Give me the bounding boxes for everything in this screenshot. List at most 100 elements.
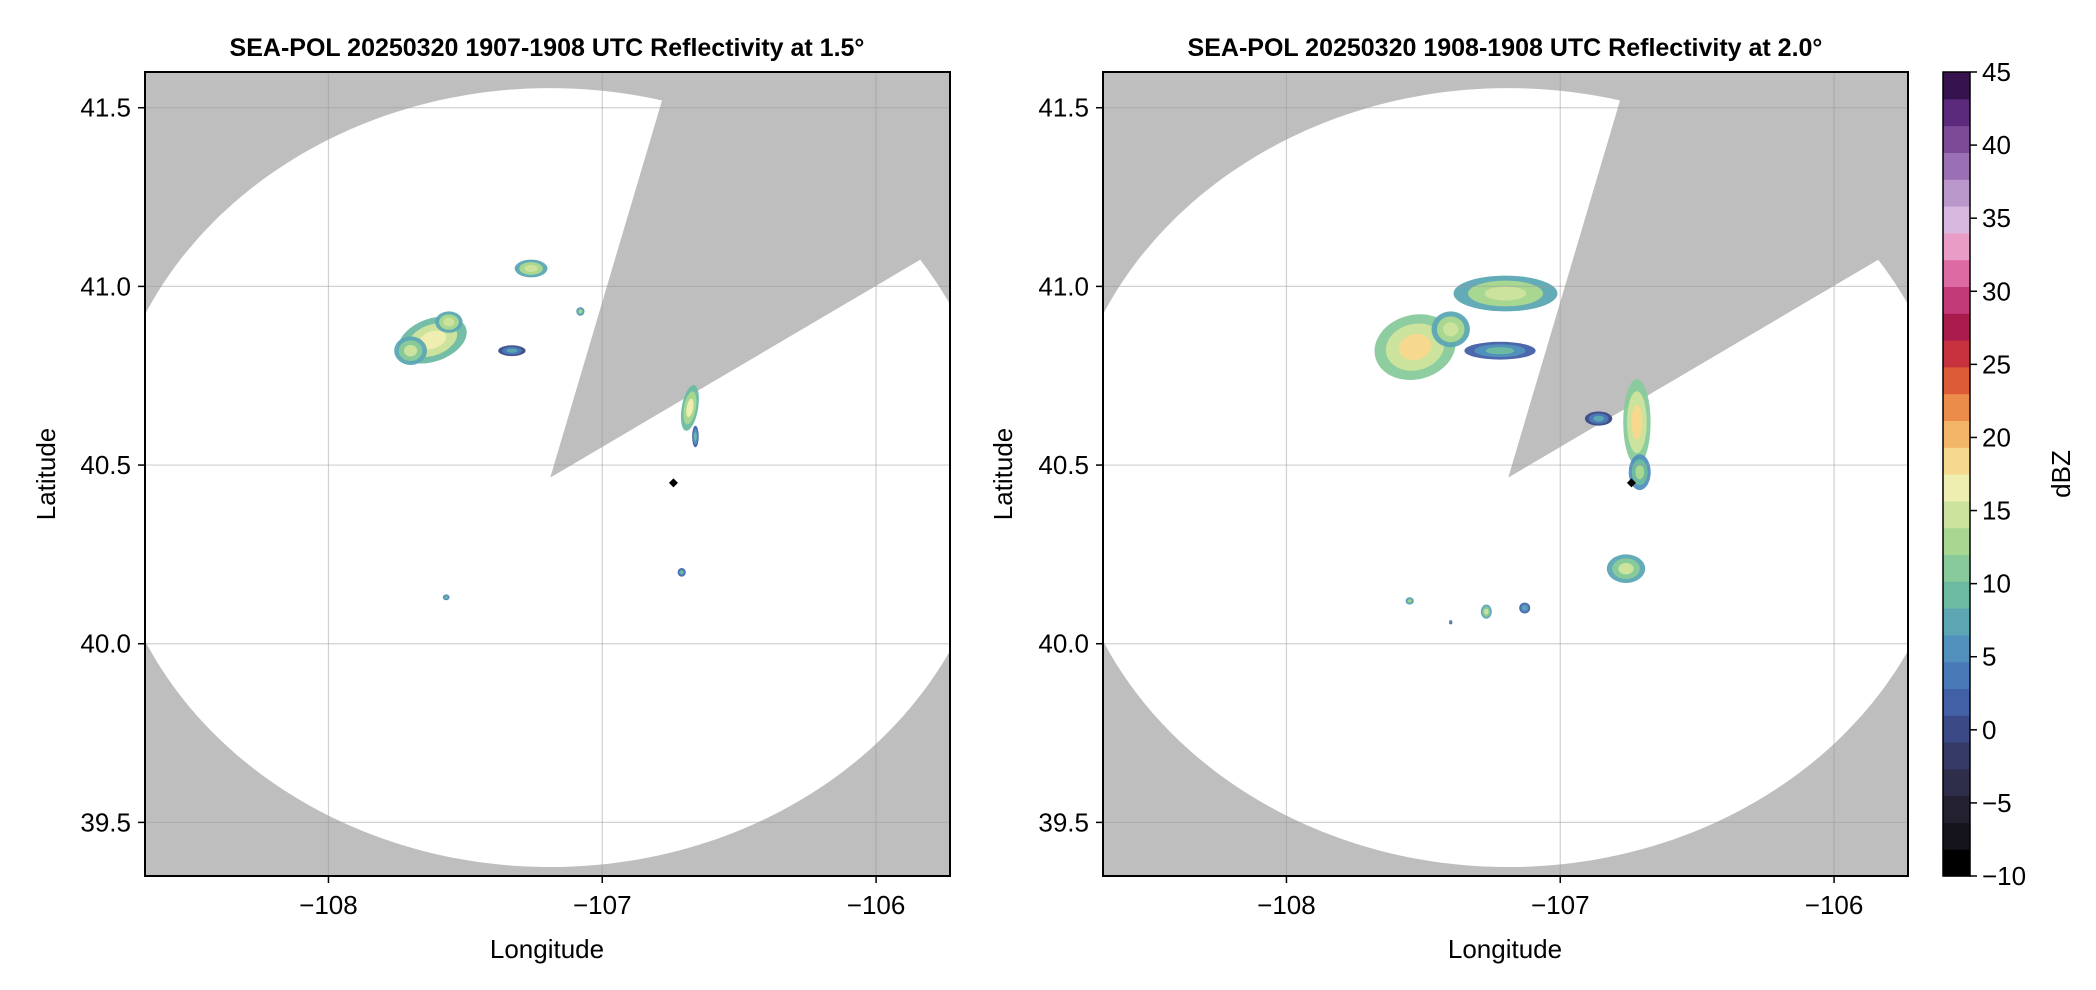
colorbar-band	[1943, 634, 1970, 663]
x-tick-label: −108	[299, 890, 358, 920]
colorbar-band	[1943, 742, 1970, 770]
colorbar-band	[1943, 313, 1970, 341]
echo-cell	[394, 336, 427, 366]
colorbar-band	[1943, 179, 1970, 207]
panel-left-radar-site-marker	[668, 478, 678, 488]
colorbar-band	[1943, 447, 1970, 475]
panel-right-radar-coverage	[1103, 88, 1908, 867]
x-tick-label: −108	[1257, 890, 1316, 920]
colorbar-band	[1943, 420, 1970, 448]
panel-left-ylabel: Latitude	[31, 428, 61, 521]
panel-left-grid	[145, 72, 950, 876]
colorbar-band	[1943, 393, 1970, 421]
colorbar-band	[1943, 286, 1970, 314]
panel-right-ylabel: Latitude	[988, 428, 1018, 521]
y-tick-label: 40.0	[1038, 629, 1089, 659]
colorbar-tick-label: 5	[1982, 642, 1996, 672]
colorbar-tick-label: 25	[1982, 349, 2011, 379]
echo-cell	[1405, 597, 1414, 605]
colorbar-band	[1943, 554, 1970, 582]
y-tick-label: 41.0	[80, 271, 131, 301]
colorbar-band	[1943, 688, 1970, 716]
panel-left-ticks: −108 −107 −106 39.5 40.0 40.5 41.0 41.5	[80, 93, 905, 920]
colorbar-band	[1943, 259, 1970, 287]
echo-cell	[1449, 620, 1453, 625]
colorbar-tick-label: −5	[1982, 788, 2012, 818]
panel-right-frame	[1102, 71, 1909, 877]
y-tick-label: 40.5	[80, 450, 131, 480]
colorbar-band	[1943, 98, 1970, 127]
echo-cell	[680, 385, 699, 431]
colorbar-frame	[1942, 71, 1971, 877]
y-tick-label: 40.5	[1038, 450, 1089, 480]
colorbar-band	[1943, 608, 1970, 636]
echo-cell	[1584, 411, 1613, 426]
colorbar-band	[1943, 849, 1970, 877]
colorbar: −10 −5 0 5 10 15 20 25 30 35 40 45 dBZ	[1942, 57, 2076, 891]
echo-cell	[692, 425, 699, 448]
panel-right-echoes	[1374, 275, 1651, 625]
echo-cell	[1431, 311, 1470, 348]
echo-cell	[514, 259, 548, 278]
colorbar-band	[1943, 527, 1970, 555]
x-tick-label: −107	[1531, 890, 1590, 920]
echo-cell	[435, 311, 463, 333]
panel-right-xlabel: Longitude	[1448, 934, 1562, 964]
echo-cell	[677, 568, 686, 577]
colorbar-band	[1943, 474, 1970, 502]
echo-cell	[1623, 379, 1651, 466]
colorbar-band	[1943, 340, 1970, 368]
panel-left-echoes	[394, 259, 699, 601]
y-tick-label: 41.0	[1038, 271, 1089, 301]
colorbar-band	[1943, 206, 1970, 234]
panel-right-grid	[1103, 72, 1908, 876]
colorbar-tick-label: 30	[1982, 276, 2011, 306]
x-tick-label: −106	[847, 890, 906, 920]
colorbar-ticks: −10 −5 0 5 10 15 20 25 30 35 40 45	[1970, 57, 2026, 891]
panel-left-xlabel: Longitude	[490, 934, 604, 964]
colorbar-band	[1943, 768, 1970, 797]
echo-cell	[1606, 554, 1646, 583]
colorbar-band	[1943, 661, 1970, 689]
colorbar-tick-label: 40	[1982, 130, 2011, 160]
colorbar-band	[1943, 232, 1970, 261]
echo-cell	[1464, 341, 1536, 360]
panel-right-ticks: −108 −107 −106 39.5 40.0 40.5 41.0 41.5	[1038, 93, 1863, 920]
echo-cell	[1453, 275, 1558, 312]
echo-cell	[576, 307, 585, 316]
y-tick-label: 40.0	[80, 629, 131, 659]
echo-cell	[1519, 602, 1531, 614]
panel-left-frame	[144, 71, 951, 877]
colorbar-bands	[1943, 72, 1970, 877]
panel-right-radar-site-marker	[1626, 478, 1636, 488]
echo-cell	[1480, 604, 1492, 619]
colorbar-tick-label: 35	[1982, 203, 2011, 233]
colorbar-band	[1943, 795, 1970, 823]
y-tick-label: 39.5	[80, 807, 131, 837]
colorbar-tick-label: 45	[1982, 57, 2011, 87]
colorbar-band	[1943, 152, 1970, 180]
colorbar-label: dBZ	[2046, 450, 2076, 498]
colorbar-band	[1943, 366, 1970, 395]
x-tick-label: −106	[1805, 890, 1864, 920]
colorbar-tick-label: 0	[1982, 715, 1996, 745]
panel-right-title: SEA-POL 20250320 1908-1908 UTC Reflectiv…	[1188, 34, 1823, 62]
colorbar-tick-label: −10	[1982, 861, 2026, 891]
colorbar-tick-label: 10	[1982, 569, 2011, 599]
panel-left-radar-coverage	[145, 88, 950, 867]
echo-cell	[442, 594, 450, 601]
echo-cell	[1628, 454, 1651, 491]
echo-cell	[498, 345, 526, 357]
colorbar-tick-label: 20	[1982, 422, 2011, 452]
colorbar-tick-label: 15	[1982, 496, 2011, 526]
colorbar-band	[1943, 125, 1970, 153]
y-tick-label: 39.5	[1038, 807, 1089, 837]
y-tick-label: 41.5	[1038, 93, 1089, 123]
colorbar-band	[1943, 72, 1970, 100]
x-tick-label: −107	[573, 890, 632, 920]
colorbar-band	[1943, 715, 1970, 743]
colorbar-band	[1943, 500, 1970, 529]
panel-left-title: SEA-POL 20250320 1907-1908 UTC Reflectiv…	[230, 34, 865, 62]
colorbar-band	[1943, 581, 1970, 609]
